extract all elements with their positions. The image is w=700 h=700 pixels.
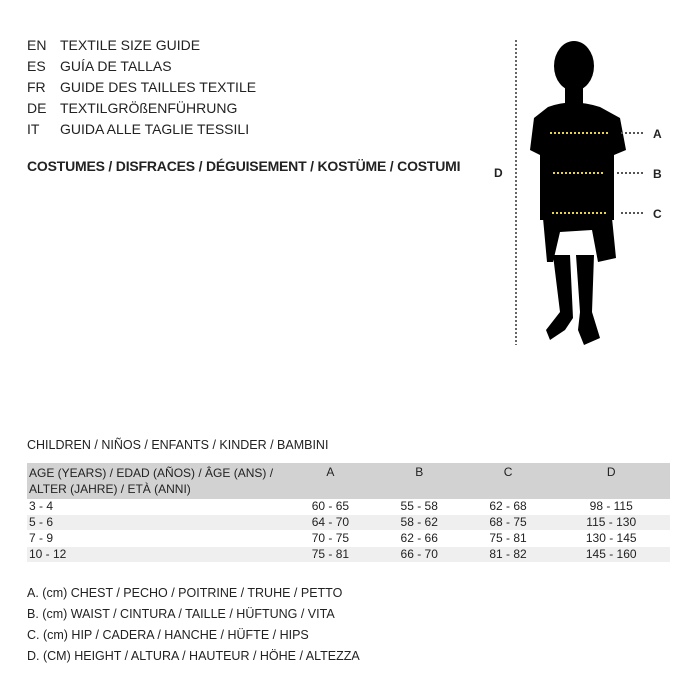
language-line-es: ES GUÍA DE TALLAS [27,56,172,77]
cell-age: 7 - 9 [27,530,286,547]
language-line-it: IT GUIDA ALLE TAGLIE TESSILI [27,119,249,140]
section-title: CHILDREN / NIÑOS / ENFANTS / KINDER / BA… [27,438,329,452]
header-c: C [463,463,553,499]
language-line-en: EN TEXTILE SIZE GUIDE [27,35,200,56]
lang-code: EN [27,37,47,53]
legend-b: B. (cm) WAIST / CINTURA / TAILLE / HÜFTU… [27,607,335,621]
cell-a: 64 - 70 [286,514,375,531]
label-d: D [494,166,503,180]
cell-d: 98 - 115 [552,499,670,515]
language-line-de: DE TEXTILGRÖßENFÜHRUNG [27,98,237,119]
cell-c: 62 - 68 [463,499,553,515]
cell-c: 68 - 75 [463,514,553,531]
cell-d: 145 - 160 [552,546,670,563]
label-b: B [653,167,662,181]
header-d: D [552,463,670,499]
cell-c: 81 - 82 [463,546,553,563]
table-row: 5 - 6 64 - 70 58 - 62 68 - 75 115 - 130 [27,514,670,531]
cell-c: 75 - 81 [463,530,553,547]
cell-b: 66 - 70 [374,546,464,563]
legend-d: D. (CM) HEIGHT / ALTURA / HAUTEUR / HÖHE… [27,649,360,663]
cell-d: 115 - 130 [552,514,670,531]
measure-lines [550,132,645,214]
lang-text: GUIDA ALLE TAGLIE TESSILI [60,121,250,137]
child-silhouette-icon [530,41,626,345]
cell-age: 5 - 6 [27,514,286,531]
lang-code: DE [27,100,47,116]
cell-age: 3 - 4 [27,499,286,515]
cell-b: 62 - 66 [374,530,464,547]
lang-code: ES [27,58,46,74]
child-measurement-figure: D A B C [494,40,662,345]
measurement-legend: A. (cm) CHEST / PECHO / POITRINE / TRUHE… [27,583,360,667]
cell-a: 70 - 75 [286,530,375,547]
size-table: AGE (YEARS) / EDAD (AÑOS) / ÂGE (ANS) / … [27,463,670,563]
table-row: 10 - 12 75 - 81 66 - 70 81 - 82 145 - 160 [27,546,670,563]
header-b: B [374,463,464,499]
cell-a: 75 - 81 [286,546,375,563]
header-a: A [286,463,375,499]
cell-age: 10 - 12 [27,546,286,563]
cell-d: 130 - 145 [552,530,670,547]
lang-text: TEXTILGRÖßENFÜHRUNG [60,100,238,116]
table-row: 3 - 4 60 - 65 55 - 58 62 - 68 98 - 115 [27,499,670,515]
language-line-fr: FR GUIDE DES TAILLES TEXTILE [27,77,256,98]
header-age: AGE (YEARS) / EDAD (AÑOS) / ÂGE (ANS) / … [27,463,286,499]
label-a: A [653,127,662,141]
lang-code: FR [27,79,46,95]
legend-a: A. (cm) CHEST / PECHO / POITRINE / TRUHE… [27,586,343,600]
cell-b: 55 - 58 [374,499,464,515]
cell-b: 58 - 62 [374,514,464,531]
cell-a: 60 - 65 [286,499,375,515]
legend-c: C. (cm) HIP / CADERA / HANCHE / HÜFTE / … [27,628,309,642]
lang-code: IT [27,121,40,137]
table-row: 7 - 9 70 - 75 62 - 66 75 - 81 130 - 145 [27,530,670,547]
category-title: COSTUMES / DISFRACES / DÉGUISEMENT / KOS… [27,158,461,174]
lang-text: GUIDE DES TAILLES TEXTILE [60,79,257,95]
label-c: C [653,207,662,221]
lang-text: GUÍA DE TALLAS [60,58,172,74]
table-header: AGE (YEARS) / EDAD (AÑOS) / ÂGE (ANS) / … [27,463,670,499]
lang-text: TEXTILE SIZE GUIDE [60,37,201,53]
